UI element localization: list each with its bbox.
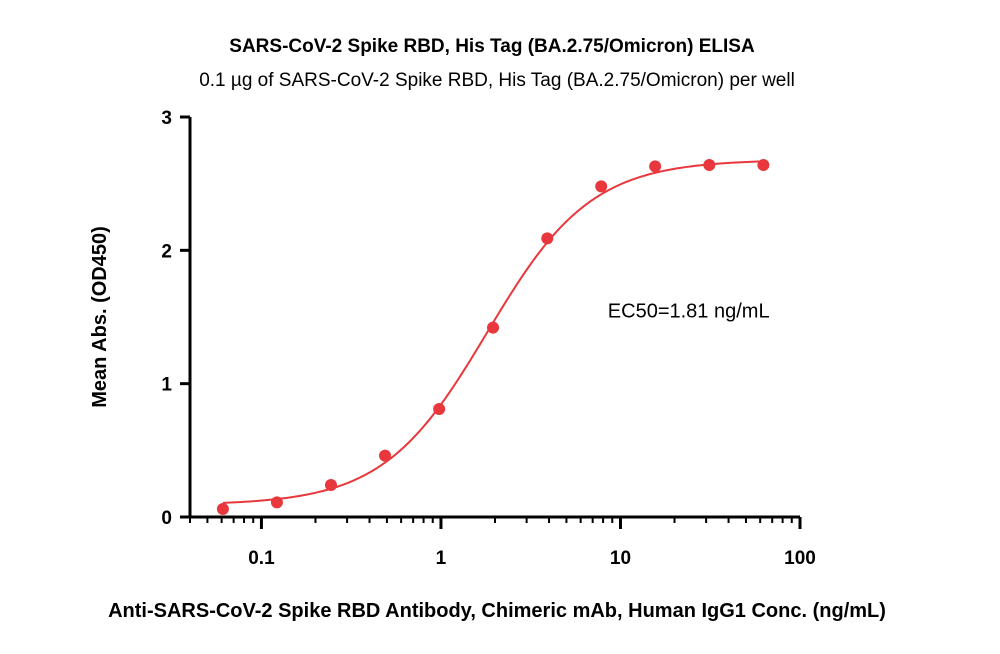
x-tick-label: 1 (436, 548, 447, 569)
y-axis-title: Mean Abs. (OD450) (89, 226, 111, 408)
data-point (757, 159, 770, 171)
x-tick-label: 100 (784, 548, 816, 569)
data-point (379, 449, 392, 462)
y-tick-label: 2 (161, 241, 172, 262)
ec50-annotation: EC50=1.81 ng/mL (608, 300, 770, 322)
chart-subtitle: 0.1 µg of SARS-CoV-2 Spike RBD, His Tag … (199, 70, 795, 91)
y-tick-label: 3 (161, 108, 172, 129)
data-point (595, 180, 608, 193)
x-tick-label: 10 (610, 548, 631, 569)
chart-title: SARS-CoV-2 Spike RBD, His Tag (BA.2.75/O… (229, 36, 755, 57)
data-point (270, 496, 283, 509)
data-point (541, 232, 554, 245)
x-tick-label: 0.1 (248, 548, 275, 569)
axes: 0 1 2 3 0.1 1 10 100 (161, 108, 815, 569)
data-point (649, 160, 662, 173)
data-point (216, 503, 229, 515)
annotations: EC50=1.81 ng/mL (608, 300, 770, 322)
data-point (433, 403, 446, 415)
y-tick-label: 0 (161, 508, 172, 529)
data-point (487, 321, 500, 334)
x-axis-title: Anti-SARS-CoV-2 Spike RBD Antibody, Chim… (108, 600, 886, 622)
y-tick-label: 1 (161, 375, 172, 396)
data-point (324, 479, 337, 491)
data-point (703, 159, 716, 171)
data-points (216, 159, 770, 515)
